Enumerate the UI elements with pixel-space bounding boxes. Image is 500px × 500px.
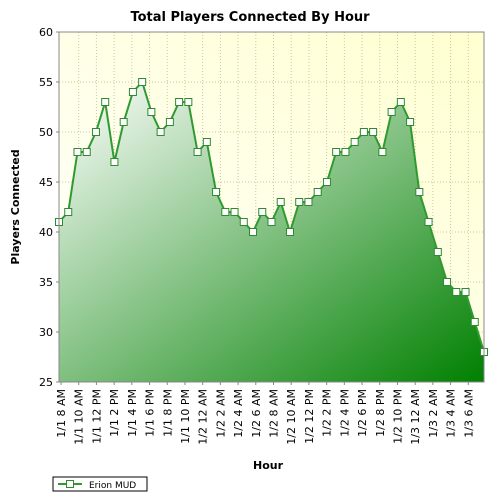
data-point-marker <box>184 98 193 106</box>
y-tick-label: 40 <box>39 226 53 239</box>
x-tick-label: 1/2 2 AM <box>214 389 227 438</box>
data-point-marker <box>239 218 248 226</box>
y-tick-label: 30 <box>39 326 53 339</box>
x-tick-label: 1/1 10 AM <box>73 389 86 445</box>
legend-series-label: Erion MUD <box>89 481 136 491</box>
data-point-marker <box>424 218 433 226</box>
x-tick-label: 1/1 10 PM <box>179 389 192 444</box>
data-point-marker <box>304 198 313 206</box>
data-point-marker <box>249 228 258 236</box>
data-point-marker <box>406 118 415 126</box>
x-tick-label: 1/2 2 PM <box>321 389 334 437</box>
x-tick-label: 1/1 2 PM <box>108 389 121 437</box>
data-point-marker <box>91 128 100 136</box>
x-tick-label: 1/2 12 AM <box>197 389 210 445</box>
data-point-marker <box>193 148 202 156</box>
x-tick-label: 1/1 8 PM <box>161 389 174 437</box>
data-point-marker <box>369 128 378 136</box>
data-point-marker <box>359 128 368 136</box>
data-point-marker <box>175 98 184 106</box>
x-tick-label: 1/2 8 PM <box>374 389 387 437</box>
legend-box <box>52 476 148 492</box>
y-axis-ticks: 25 30 35 40 45 50 55 60 <box>39 26 59 389</box>
data-point-marker <box>332 148 341 156</box>
x-axis-label: Hour <box>253 459 284 472</box>
data-point-marker <box>322 178 331 186</box>
x-tick-label: 1/2 6 AM <box>250 389 263 438</box>
data-point-marker <box>147 108 156 116</box>
data-point-marker <box>156 128 165 136</box>
data-point-marker <box>138 78 147 86</box>
data-point-marker <box>443 278 452 286</box>
data-point-marker <box>101 98 110 106</box>
plot-frame <box>58 31 485 383</box>
data-point-marker <box>452 288 461 296</box>
x-tick-label: 1/3 6 AM <box>462 389 475 438</box>
data-point-marker <box>165 118 174 126</box>
data-point-marker <box>128 88 137 96</box>
data-point-marker <box>415 188 424 196</box>
x-tick-label: 1/1 8 AM <box>55 389 68 438</box>
data-point-marker <box>221 208 230 216</box>
data-point-marker <box>110 158 119 166</box>
y-tick-label: 50 <box>39 126 53 139</box>
data-point-marker <box>276 198 285 206</box>
x-tick-label: 1/1 6 PM <box>144 389 157 437</box>
x-tick-label: 1/3 12 AM <box>409 389 422 445</box>
data-point-marker <box>73 148 82 156</box>
legend-marker-swatch <box>66 480 74 488</box>
x-axis-ticks: 1/1 8 AM 1/1 10 AM 1/1 12 PM 1/1 2 PM 1/1 4 … <box>55 382 475 445</box>
x-tick-label: 1/2 4 PM <box>338 389 351 437</box>
x-tick-label: 1/2 8 AM <box>268 389 281 438</box>
data-point-marker <box>350 138 359 146</box>
y-tick-label: 35 <box>39 276 53 289</box>
data-point-marker <box>378 148 387 156</box>
data-point-marker <box>433 248 442 256</box>
data-point-marker <box>82 148 91 156</box>
y-tick-label: 55 <box>39 76 53 89</box>
legend: Erion MUD <box>52 476 148 492</box>
x-tick-label: 1/1 4 PM <box>126 389 139 437</box>
y-axis-label: Players Connected <box>9 149 22 264</box>
data-point-marker <box>295 198 304 206</box>
data-point-marker <box>64 208 73 216</box>
x-tick-label: 1/1 12 PM <box>90 389 103 444</box>
data-point-marker <box>258 208 267 216</box>
y-tick-label: 60 <box>39 26 53 39</box>
data-point-marker <box>212 188 221 196</box>
x-tick-label: 1/2 10 AM <box>285 389 298 445</box>
data-point-marker <box>396 98 405 106</box>
x-tick-label: 1/2 12 PM <box>303 389 316 444</box>
data-point-marker <box>341 148 350 156</box>
area-fill <box>59 82 484 382</box>
data-point-marker <box>470 318 479 326</box>
data-markers <box>55 78 488 356</box>
data-point-marker <box>119 118 128 126</box>
y-tick-label: 45 <box>39 176 53 189</box>
x-tick-label: 1/2 6 PM <box>356 389 369 437</box>
data-point-marker <box>285 228 294 236</box>
x-tick-label: 1/3 4 AM <box>445 389 458 438</box>
y-tick-label: 25 <box>39 376 53 389</box>
data-point-marker <box>387 108 396 116</box>
chart-title: Total Players Connected By Hour <box>130 10 370 25</box>
data-point-marker <box>202 138 211 146</box>
data-point-marker <box>230 208 239 216</box>
x-tick-label: 1/2 4 AM <box>232 389 245 438</box>
data-point-marker <box>267 218 276 226</box>
x-tick-label: 1/3 2 AM <box>427 389 440 438</box>
x-tick-label: 1/2 10 PM <box>391 389 404 444</box>
data-point-marker <box>461 288 470 296</box>
data-point-marker <box>313 188 322 196</box>
